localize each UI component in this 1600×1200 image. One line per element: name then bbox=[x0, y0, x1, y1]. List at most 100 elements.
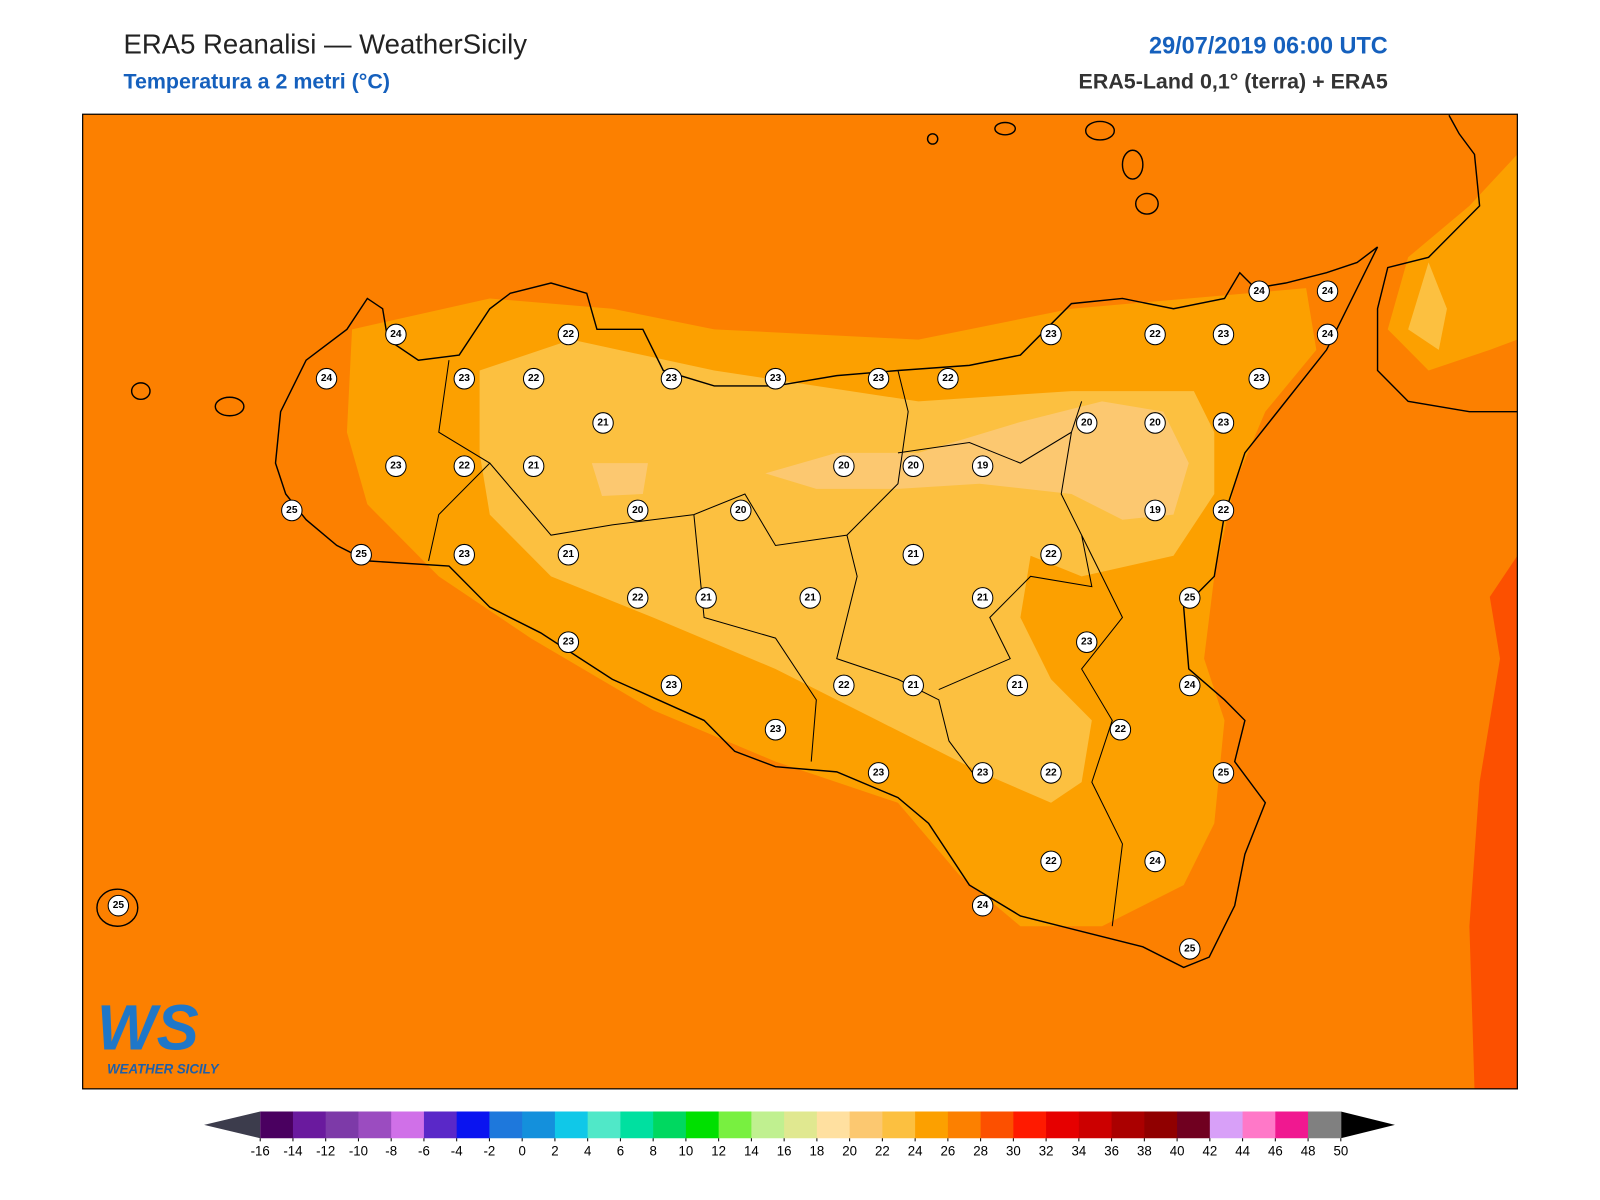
label-value: 23 bbox=[770, 373, 782, 384]
datetime: 29/07/2019 06:00 UTC bbox=[1149, 32, 1388, 58]
station-label: 20 bbox=[833, 455, 855, 478]
colorbar-box bbox=[292, 1111, 327, 1139]
colorbar-box bbox=[1111, 1111, 1145, 1139]
colorbar-box bbox=[718, 1111, 752, 1139]
colorbar-box bbox=[1013, 1111, 1047, 1139]
label-marker bbox=[1040, 762, 1062, 784]
label-marker bbox=[627, 499, 649, 522]
title: ERA5 Reanalisi — WeatherSicily bbox=[123, 28, 527, 59]
island bbox=[1121, 149, 1144, 180]
label-marker bbox=[902, 543, 924, 566]
label-marker bbox=[522, 367, 545, 390]
colorbar-box bbox=[325, 1111, 359, 1139]
station-label: 21 bbox=[522, 455, 545, 478]
station-label: 24 bbox=[385, 323, 407, 346]
label-value: 21 bbox=[597, 417, 609, 428]
station-label: 20 bbox=[902, 455, 924, 478]
colorbar-tick-label: 48 bbox=[1301, 1144, 1316, 1159]
label-value: 23 bbox=[1254, 373, 1266, 384]
colorbar-tick-label: 36 bbox=[1104, 1144, 1119, 1159]
station-label: 25 bbox=[1179, 938, 1201, 960]
station-label: 21 bbox=[902, 674, 924, 697]
label-marker bbox=[695, 587, 717, 609]
station-labels: 24 22 24 23 22 23 23 23 22 23 22 23 24 24 24 23 21 20 20 23… bbox=[107, 280, 1339, 960]
sicily-coast bbox=[274, 246, 1379, 969]
colorbar-box bbox=[816, 1111, 851, 1139]
colorbar-tick-label: 30 bbox=[1006, 1144, 1021, 1159]
label-marker bbox=[453, 543, 475, 566]
label-value: 20 bbox=[1149, 417, 1161, 428]
island bbox=[1085, 120, 1115, 141]
station-label: 23 bbox=[660, 367, 683, 390]
label-value: 22 bbox=[1045, 767, 1057, 778]
label-value: 23 bbox=[873, 767, 885, 778]
station-label: 22 bbox=[1109, 718, 1132, 741]
label-value: 19 bbox=[1149, 505, 1161, 516]
island bbox=[214, 396, 245, 417]
colorbar-box bbox=[1046, 1111, 1080, 1139]
colorbar-tick-label: 18 bbox=[810, 1144, 825, 1159]
station-label: 24 bbox=[315, 367, 338, 390]
label-value: 22 bbox=[1218, 505, 1230, 516]
label-value: 22 bbox=[942, 373, 954, 384]
colorbar-box bbox=[1308, 1111, 1342, 1139]
colorbar-tick-label: -14 bbox=[283, 1144, 303, 1159]
label-marker bbox=[1144, 412, 1166, 434]
label-value: 22 bbox=[1115, 724, 1127, 735]
label-value: 23 bbox=[1218, 329, 1230, 340]
station-label: 23 bbox=[764, 718, 787, 741]
label-value: 25 bbox=[1184, 943, 1196, 954]
colorbar: -16 -14 -12 -10 -8 -6 -4 -2 0 2 4 6 8 10 12 14 16 18 20 22 2… bbox=[204, 1111, 1395, 1159]
colorbar-box bbox=[882, 1111, 916, 1139]
colorbar-box bbox=[1144, 1111, 1178, 1139]
label-marker bbox=[1248, 367, 1270, 390]
label-value: 21 bbox=[700, 592, 712, 603]
island bbox=[96, 888, 139, 927]
station-label: 22 bbox=[1040, 762, 1062, 784]
label-value: 23 bbox=[390, 461, 402, 472]
label-value: 20 bbox=[735, 505, 747, 516]
station-label: 22 bbox=[833, 674, 855, 697]
label-value: 25 bbox=[1218, 767, 1230, 778]
label-value: 22 bbox=[1045, 549, 1057, 560]
label-value: 25 bbox=[113, 900, 125, 911]
station-label: 22 bbox=[1144, 323, 1166, 346]
label-value: 19 bbox=[977, 461, 989, 472]
station-label: 23 bbox=[1040, 323, 1062, 346]
colorbar-tick-label: 24 bbox=[908, 1144, 923, 1159]
logo-mark: WS bbox=[97, 992, 199, 1063]
label-value: 23 bbox=[770, 724, 782, 735]
label-marker bbox=[385, 455, 407, 478]
label-value: 23 bbox=[459, 373, 471, 384]
label-value: 24 bbox=[977, 900, 989, 911]
colorbar-box bbox=[1209, 1111, 1244, 1139]
label-value: 21 bbox=[528, 461, 540, 472]
label-marker bbox=[971, 894, 994, 917]
station-label: 21 bbox=[1006, 674, 1029, 697]
colorbar-box bbox=[554, 1111, 589, 1139]
island bbox=[926, 133, 939, 145]
label-value: 21 bbox=[805, 592, 817, 603]
label-value: 21 bbox=[1012, 680, 1024, 691]
colorbar-box bbox=[751, 1111, 785, 1139]
station-label: 19 bbox=[1144, 499, 1166, 522]
label-marker bbox=[1076, 631, 1098, 654]
colorbar-tick-label: 50 bbox=[1333, 1144, 1348, 1159]
station-label: 25 bbox=[281, 499, 303, 522]
station-label: 21 bbox=[799, 587, 821, 609]
station-label: 23 bbox=[1248, 367, 1270, 390]
province-borders bbox=[428, 360, 1124, 927]
coastlines bbox=[96, 114, 1518, 969]
station-label: 20 bbox=[1144, 412, 1166, 434]
colorbar-under bbox=[204, 1111, 261, 1139]
label-value: 21 bbox=[908, 549, 920, 560]
station-label: 23 bbox=[453, 367, 475, 390]
station-label: 21 bbox=[695, 587, 717, 609]
label-marker bbox=[1212, 412, 1235, 434]
station-label: 21 bbox=[902, 543, 924, 566]
station-label: 24 bbox=[1248, 280, 1270, 303]
colorbar-tick-label: -6 bbox=[418, 1144, 430, 1159]
colorbar-tick-label: -2 bbox=[484, 1144, 496, 1159]
colorbar-tick-label: 20 bbox=[842, 1144, 857, 1159]
station-label: 25 bbox=[107, 894, 130, 917]
